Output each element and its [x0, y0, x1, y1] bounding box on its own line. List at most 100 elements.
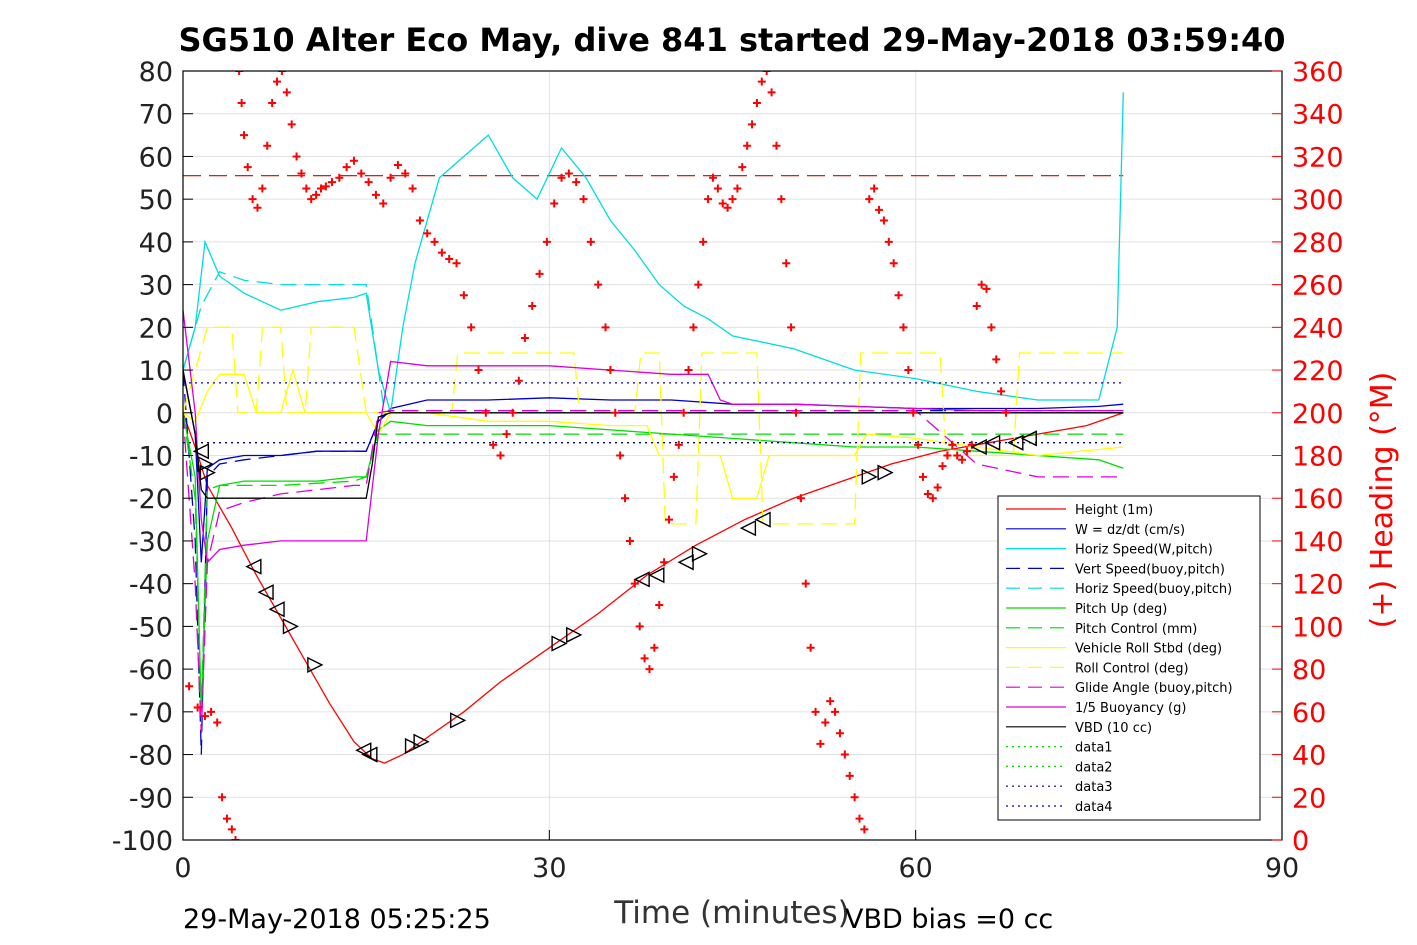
heading-point — [502, 430, 511, 439]
x-tick-label: 30 — [532, 853, 566, 884]
heading-point — [875, 205, 884, 214]
y2-tick-label: 340 — [1292, 100, 1344, 131]
heading-point — [977, 280, 986, 289]
heading-point — [307, 195, 316, 204]
heading-point — [227, 825, 236, 834]
heading-point — [572, 178, 581, 187]
y2-tick-label: 40 — [1292, 741, 1326, 772]
x-tick-label: 60 — [898, 853, 932, 884]
heading-point — [218, 793, 227, 802]
y2-tick-label: 120 — [1292, 570, 1344, 601]
y2-tick-label: 240 — [1292, 313, 1344, 344]
heading-point — [777, 195, 786, 204]
legend-label: data2 — [1075, 760, 1113, 775]
triangle-marker — [199, 464, 216, 481]
heading-point — [835, 729, 844, 738]
heading-point — [811, 707, 820, 716]
heading-point — [718, 199, 727, 208]
heading-point — [357, 169, 366, 178]
y2-tick-label: 360 — [1292, 57, 1344, 88]
heading-point — [601, 323, 610, 332]
y2-tick-label: 0 — [1292, 826, 1309, 857]
y2-tick-label: 20 — [1292, 783, 1326, 814]
heading-point — [342, 163, 351, 172]
heading-point — [528, 301, 537, 310]
heading-point — [253, 203, 262, 212]
legend-label: 1/5 Buoyancy (g) — [1075, 701, 1186, 716]
heading-point — [243, 163, 252, 172]
heading-point — [200, 712, 209, 721]
heading-point — [594, 280, 603, 289]
heading-point — [258, 184, 267, 193]
heading-point — [914, 440, 923, 449]
y-tick-label: 20 — [139, 313, 173, 344]
heading-point — [958, 455, 967, 464]
triangle-marker — [404, 737, 422, 755]
series-line-8 — [183, 326, 1124, 525]
legend-label: data3 — [1075, 780, 1113, 795]
heading-point — [335, 173, 344, 182]
y-tick-label: -30 — [129, 527, 173, 558]
heading-point — [625, 536, 634, 545]
heading-point — [316, 184, 325, 193]
heading-point — [1002, 408, 1011, 417]
heading-point — [371, 190, 380, 199]
heading-point — [733, 184, 742, 193]
heading-point — [327, 178, 336, 187]
series-line-9 — [183, 409, 1124, 734]
heading-point — [586, 237, 595, 246]
legend-label: data4 — [1075, 800, 1113, 815]
heading-point — [564, 169, 573, 178]
triangle-marker — [754, 511, 771, 528]
triangle-marker — [192, 443, 210, 460]
y-tick-label: 10 — [139, 356, 173, 387]
heading-point — [899, 323, 908, 332]
legend-label: VBD (10 cc) — [1075, 721, 1152, 736]
heading-point — [894, 291, 903, 300]
y2-tick-label: 180 — [1292, 442, 1344, 473]
heading-point — [611, 408, 620, 417]
heading-point — [972, 301, 981, 310]
heading-point — [748, 120, 757, 129]
triangle-marker — [739, 519, 757, 537]
heading-point — [508, 408, 517, 417]
chart-title: SG510 Alter Eco May, dive 841 started 29… — [178, 21, 1285, 59]
y2-axis-label: (+) Heading (°M) — [1365, 372, 1400, 629]
heading-point — [845, 771, 854, 780]
y-axis-left: 80 70 60 50 40 30 20 10 0 -10 -20 -30 -40 -50 -60 -70 -8… — [112, 57, 193, 857]
legend-label: Pitch Control (mm) — [1075, 622, 1197, 637]
footer-timestamp: 29-May-2018 05:25:25 — [183, 904, 491, 935]
heading-point — [240, 131, 249, 140]
legend-label: Roll Control (deg) — [1075, 661, 1189, 676]
triangle-marker — [984, 434, 1001, 451]
y-tick-label: -80 — [129, 741, 173, 772]
heading-point — [467, 323, 476, 332]
heading-point — [606, 366, 615, 375]
heading-point — [364, 178, 373, 187]
heading-point — [430, 237, 439, 246]
heading-point — [728, 195, 737, 204]
heading-point — [679, 408, 688, 417]
heading-point — [650, 643, 659, 652]
heading-point — [415, 216, 424, 225]
x-axis-label: Time (minutes) — [613, 895, 849, 931]
heading-point — [909, 408, 918, 417]
heading-point — [496, 451, 505, 460]
heading-point — [207, 707, 216, 716]
heading-point — [630, 579, 639, 588]
y-tick-label: 70 — [139, 100, 173, 131]
heading-point — [302, 184, 311, 193]
triangle-marker — [245, 558, 262, 575]
heading-point — [235, 71, 244, 75]
heading-point — [752, 99, 761, 108]
y2-tick-label: 80 — [1292, 655, 1326, 686]
heading-point — [762, 71, 771, 75]
triangle-marker — [551, 635, 568, 652]
heading-point — [579, 195, 588, 204]
heading-point — [943, 451, 952, 460]
triangle-marker — [1020, 430, 1037, 447]
triangle-marker — [282, 618, 300, 635]
heading-point — [948, 440, 957, 449]
triangle-marker — [877, 464, 894, 481]
legend: Height (1m) W = dz/dt (cm/s) Horiz Speed(W… — [997, 495, 1261, 821]
